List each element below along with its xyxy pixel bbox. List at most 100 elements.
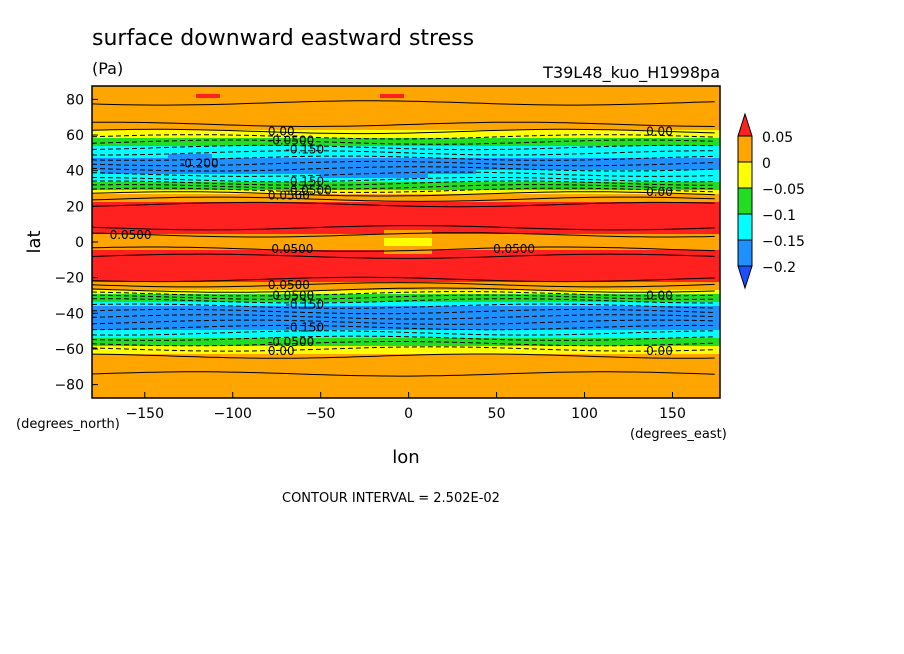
heatmap-cell	[92, 106, 720, 111]
contour-interval-note: CONTOUR INTERVAL = 2.502E-02	[282, 491, 500, 506]
contour-label: 0.0500	[268, 189, 310, 203]
heatmap-cell	[92, 182, 720, 187]
heatmap-cell	[92, 266, 720, 271]
colorbar-label: −0.2	[762, 260, 796, 276]
contour-label: -0.150	[286, 321, 325, 335]
heatmap-cell	[92, 354, 720, 359]
heatmap-cell	[92, 310, 720, 315]
x-tick-label: 150	[659, 406, 686, 422]
heatmap-cell	[92, 378, 720, 383]
colorbar-top-arrow	[737, 112, 753, 137]
heatmap-cell	[92, 118, 720, 123]
contour-label: -0.150	[286, 297, 325, 311]
heatmap-cell	[92, 110, 720, 115]
contour-label: -0.0500	[268, 288, 314, 302]
y-tick-label: −60	[54, 342, 84, 358]
contour-line	[92, 100, 715, 106]
y-tick-label: −20	[54, 271, 84, 287]
heatmap-cell	[92, 218, 720, 223]
contour-label: 0.00	[646, 124, 673, 138]
heatmap-field	[92, 86, 720, 398]
heatmap-cell	[100, 170, 476, 175]
contour-label: -0.150	[286, 174, 325, 188]
heatmap-cell	[92, 102, 720, 107]
contour-line	[92, 225, 715, 231]
colorbar-label: 0	[762, 156, 771, 172]
contour-label: 0.00	[646, 288, 673, 302]
y-axis: −80 −60 −40 −20 0 20 40 60 80	[54, 92, 98, 394]
x-tick-label: −100	[214, 406, 252, 422]
y-tick-label: 60	[66, 128, 84, 144]
colorbar-label: −0.1	[762, 208, 796, 224]
heatmap-cell	[92, 130, 720, 135]
heatmap-cell	[92, 370, 720, 375]
heatmap-cell	[196, 94, 220, 99]
contour-label: -0.0500	[268, 133, 314, 147]
y-tick-label: −80	[54, 378, 84, 394]
colorbar-label: −0.15	[762, 234, 805, 250]
contour-label: -0.0500	[268, 335, 314, 349]
heatmap-cell	[92, 358, 720, 363]
heatmap-cell	[92, 166, 720, 171]
colorbar-swatch	[737, 161, 753, 189]
heatmap-cell	[92, 362, 720, 367]
heatmap-cell	[92, 394, 720, 398]
contour-line	[92, 287, 715, 293]
heatmap-cell	[92, 342, 720, 347]
chart-title: surface downward eastward stress	[92, 26, 474, 51]
heatmap-cell	[92, 222, 720, 227]
contour-line	[92, 201, 715, 208]
x-tick-label: 50	[488, 406, 506, 422]
y-tick-label: 40	[66, 164, 84, 180]
heatmap-cell	[92, 318, 720, 323]
heatmap-cell	[92, 234, 720, 239]
heatmap-cell	[168, 154, 212, 159]
heatmap-cell	[92, 386, 720, 391]
contour-line	[92, 353, 715, 359]
contour-label: 0.00	[646, 344, 673, 358]
contour-line	[92, 196, 715, 202]
heatmap-cell	[92, 198, 720, 203]
heatmap-cell	[92, 274, 720, 279]
heatmap-cell	[92, 214, 720, 219]
heatmap-cell	[92, 86, 720, 91]
heatmap-cell	[384, 230, 432, 235]
heatmap-cell	[92, 390, 720, 395]
heatmap-cell	[92, 98, 720, 103]
heatmap-cell	[92, 162, 720, 167]
heatmap-cell	[92, 270, 720, 275]
heatmap-cell	[432, 250, 720, 255]
colorbar: 0.05 0 −0.05 −0.1 −0.15 −0.2	[737, 112, 805, 290]
contour-line	[92, 246, 715, 252]
x-axis-label: lon	[392, 447, 419, 468]
heatmap-cell	[92, 382, 720, 387]
heatmap-cell	[220, 94, 380, 99]
heatmap-cell	[92, 262, 720, 267]
x-tick-label: −50	[306, 406, 336, 422]
colorbar-bottom-arrow	[737, 265, 753, 290]
heatmap-cell	[432, 242, 720, 247]
contour-line	[92, 121, 715, 127]
heatmap-cell	[92, 170, 100, 175]
x-units-note: (degrees_east)	[630, 427, 727, 442]
colorbar-swatch	[737, 213, 753, 241]
heatmap-cell	[92, 242, 384, 247]
heatmap-cell	[384, 238, 432, 243]
heatmap-cell	[92, 350, 720, 355]
heatmap-cell	[92, 278, 720, 283]
heatmap-cell	[92, 90, 720, 95]
heatmap-cell	[92, 206, 720, 211]
contour-label: -0.0500	[286, 183, 332, 197]
x-tick-label: −150	[126, 406, 164, 422]
heatmap-cell	[432, 230, 720, 235]
contour-line	[92, 371, 715, 377]
heatmap-cell	[92, 254, 720, 259]
contour-label: 0.0500	[110, 228, 152, 242]
heatmap-cell	[92, 114, 720, 119]
heatmap-cell	[92, 238, 384, 243]
heatmap-cell	[92, 306, 720, 311]
heatmap-cell	[384, 242, 432, 247]
contour-line	[92, 253, 715, 259]
heatmap-cell	[212, 154, 720, 159]
heatmap-cell	[92, 250, 384, 255]
